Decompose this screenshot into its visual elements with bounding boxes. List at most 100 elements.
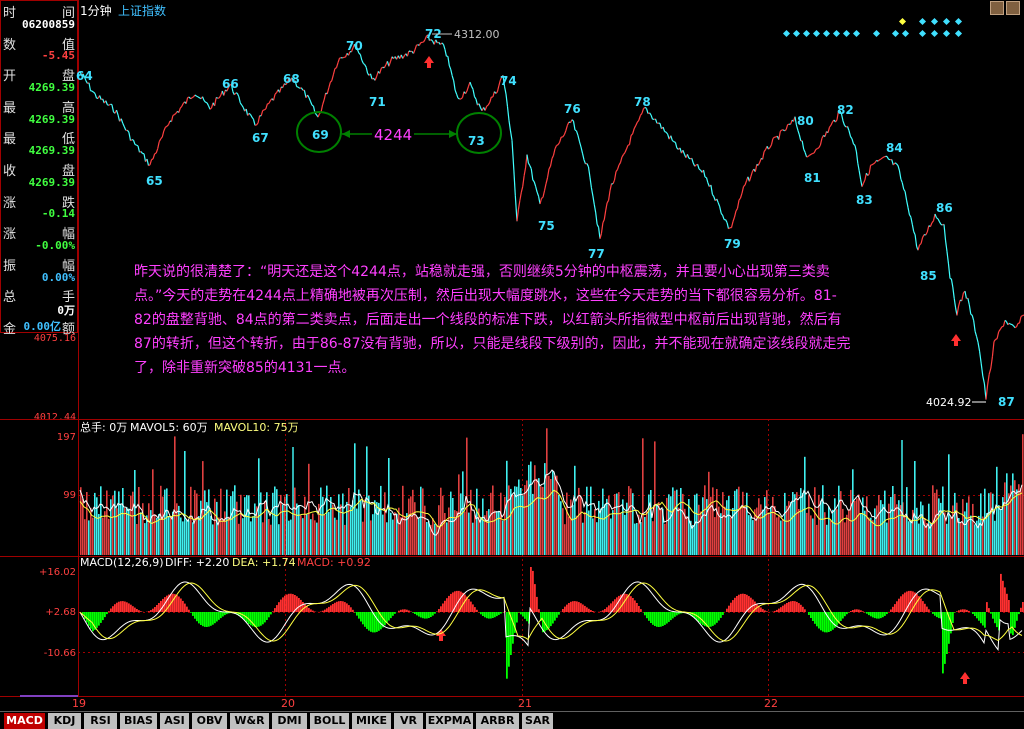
info-value: 4269.39: [28, 81, 75, 94]
signal-dot: [802, 29, 811, 38]
window-icon[interactable]: [1006, 1, 1020, 15]
info-value: 0.00%: [41, 270, 75, 284]
panel-grid: [0, 0, 1024, 697]
tab-expma[interactable]: EXPMA: [426, 713, 474, 729]
tab-sar[interactable]: SAR: [522, 713, 554, 729]
max-price-marker: 4312.00: [432, 28, 500, 41]
index-name[interactable]: 上证指数: [118, 4, 167, 18]
tab-vr[interactable]: VR: [394, 713, 424, 729]
info-value: 4269.39: [28, 112, 75, 126]
wave-label-85: 85: [920, 269, 937, 283]
circle-73: [456, 112, 502, 154]
info-row: 4269.39: [1, 81, 77, 97]
info-row: 4269.39: [1, 113, 77, 129]
wave-label-67: 67: [252, 131, 269, 145]
tab-obv[interactable]: OBV: [192, 713, 228, 729]
macd-axis-low: -10.66: [44, 648, 76, 659]
tab-mike[interactable]: MIKE: [352, 713, 392, 729]
macd-value-label: MACD: +0.92: [297, 556, 371, 569]
macd-axis-top: +16.02: [39, 567, 76, 578]
wave-label-65: 65: [146, 174, 163, 188]
info-value: 4269.39: [28, 175, 75, 189]
chart-canvas[interactable]: 6465666768697071727374757677787980818283…: [0, 0, 1024, 711]
period-label[interactable]: 1分钟: [80, 4, 112, 18]
info-label-right: 间: [61, 6, 75, 21]
signal-dot: [918, 17, 927, 26]
macd-diff-label: DIFF: +2.20: [165, 556, 229, 569]
tab-arbr[interactable]: ARBR: [476, 713, 520, 729]
red-arrow-icon-1: [424, 56, 434, 68]
signal-dot: [901, 29, 910, 38]
info-label: 开: [3, 69, 17, 85]
arrow-right-icon: [449, 130, 457, 138]
tab-rsi[interactable]: RSI: [84, 713, 118, 729]
signal-dot: [891, 29, 900, 38]
max-price-label: 4312.00: [454, 28, 500, 41]
volume-axis-top: 197: [57, 432, 76, 443]
info-label: 时: [3, 6, 17, 21]
red-arrow-icon-3: [436, 629, 446, 641]
wave-label-64: 64: [76, 69, 93, 83]
info-row: -5.45: [1, 49, 77, 65]
close-icon[interactable]: [990, 1, 1004, 15]
info-value: -0.00%: [35, 239, 75, 252]
tab-boll[interactable]: BOLL: [310, 713, 350, 729]
date-label-19: 19: [72, 697, 86, 710]
tab-asi[interactable]: ASI: [160, 713, 190, 729]
signal-dot: [832, 29, 841, 38]
wave-label-83: 83: [856, 193, 873, 207]
signal-dot: [898, 17, 907, 26]
wave-label-74: 74: [500, 74, 517, 88]
info-row: 数值: [1, 34, 77, 53]
macd-axis-mid: +2.68: [45, 607, 76, 618]
wave-label-75: 75: [538, 219, 555, 233]
info-value: 4269.39: [28, 144, 75, 158]
signal-dot: [872, 29, 881, 38]
info-value: 06200859: [22, 17, 75, 31]
tab-macd[interactable]: MACD: [4, 713, 46, 729]
signal-dot: [918, 29, 927, 38]
info-row: -0.00%: [1, 239, 77, 255]
date-label-22: 22: [764, 697, 778, 710]
signal-dot: [782, 29, 791, 38]
signal-dot: [954, 17, 963, 26]
wave-label-82: 82: [837, 103, 854, 117]
info-label: 金: [3, 322, 17, 337]
wave-label-79: 79: [724, 237, 741, 251]
info-row: 0万: [1, 302, 77, 318]
info-label-right: 幅: [61, 258, 75, 274]
info-row: 最高: [1, 97, 77, 116]
info-row: 开盘: [1, 65, 77, 85]
wave-label-87: 87: [998, 395, 1015, 409]
info-row: -0.14: [1, 207, 77, 223]
wave-label-84: 84: [886, 141, 903, 155]
arrow-left-icon: [342, 130, 350, 138]
info-row: 涨跌: [1, 192, 77, 211]
signal-dot: [792, 29, 801, 38]
volume-ma10-label: MAVOL10: 75万: [214, 421, 299, 434]
info-row: 4269.39: [1, 144, 77, 160]
info-row: 时间: [1, 2, 77, 21]
wave-label-78: 78: [634, 95, 651, 109]
volume-axis-mid: 99: [63, 490, 76, 501]
info-value: -5.45: [41, 49, 75, 63]
price-line-layer: [79, 34, 1024, 400]
date-label-20: 20: [281, 697, 295, 710]
tab-dmi[interactable]: DMI: [272, 713, 308, 729]
info-row: 收盘: [1, 160, 77, 179]
info-label: 涨: [3, 227, 17, 243]
min-price-marker: 4024.92: [926, 396, 986, 409]
wave-label-73: 73: [468, 134, 485, 148]
min-price-label: 4024.92: [926, 396, 972, 409]
signal-dots-layer: [782, 17, 963, 38]
info-label-right: 盘: [61, 164, 75, 179]
date-label-21: 21: [518, 697, 532, 710]
tab-w-r[interactable]: W&R: [230, 713, 270, 729]
red-arrow-icon-4: [960, 672, 970, 684]
info-label: 涨: [3, 195, 17, 211]
price-axis-bottom-label: 4012.44: [33, 412, 76, 423]
tab-bias[interactable]: BIAS: [120, 713, 158, 729]
tab-kdj[interactable]: KDJ: [48, 713, 82, 729]
signal-dot: [930, 17, 939, 26]
